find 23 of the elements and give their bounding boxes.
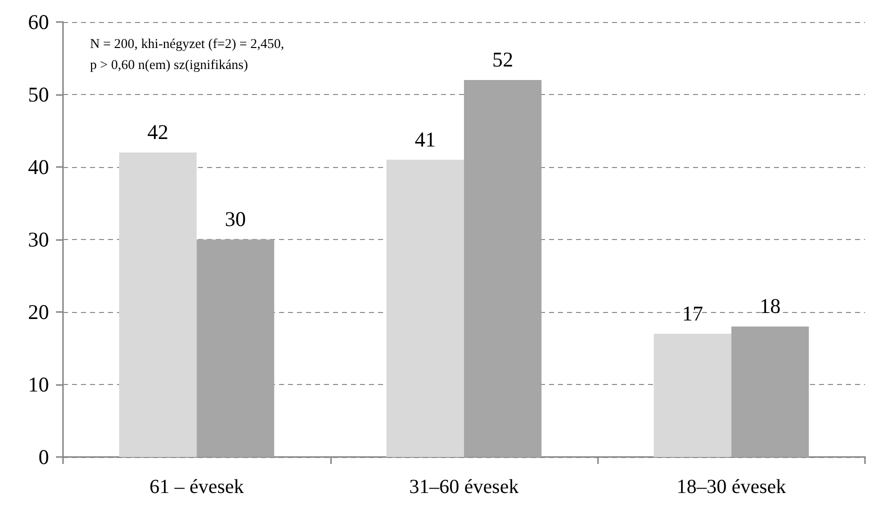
bar	[196, 240, 274, 457]
data-label: 41	[414, 127, 436, 152]
x-tick-label: 31–60 évesek	[409, 476, 519, 498]
data-label: 17	[682, 301, 704, 326]
bar	[654, 334, 732, 457]
x-tick-label: 18–30 évesek	[676, 476, 786, 498]
x-tick-label: 61 – évesek	[149, 476, 244, 498]
bar	[386, 160, 464, 457]
y-tick-label: 10	[28, 372, 49, 396]
y-tick-label: 60	[28, 10, 49, 34]
bar	[464, 80, 542, 457]
annotation: N = 200, khi-négyzet (f=2) = 2,450, p > 0,60 n(em) sz(ignifikáns)	[90, 36, 284, 72]
data-label: 42	[147, 120, 168, 144]
data-label: 18	[760, 294, 781, 318]
y-tick-label: 20	[28, 300, 49, 324]
data-label: 30	[224, 207, 246, 231]
bar	[731, 326, 809, 457]
y-tick-label: 30	[28, 228, 49, 252]
y-tick-label: 0	[38, 445, 49, 469]
bar	[119, 152, 197, 457]
y-tick-label: 50	[28, 82, 49, 106]
y-tick-label: 40	[28, 155, 49, 179]
data-label: 52	[492, 48, 514, 72]
